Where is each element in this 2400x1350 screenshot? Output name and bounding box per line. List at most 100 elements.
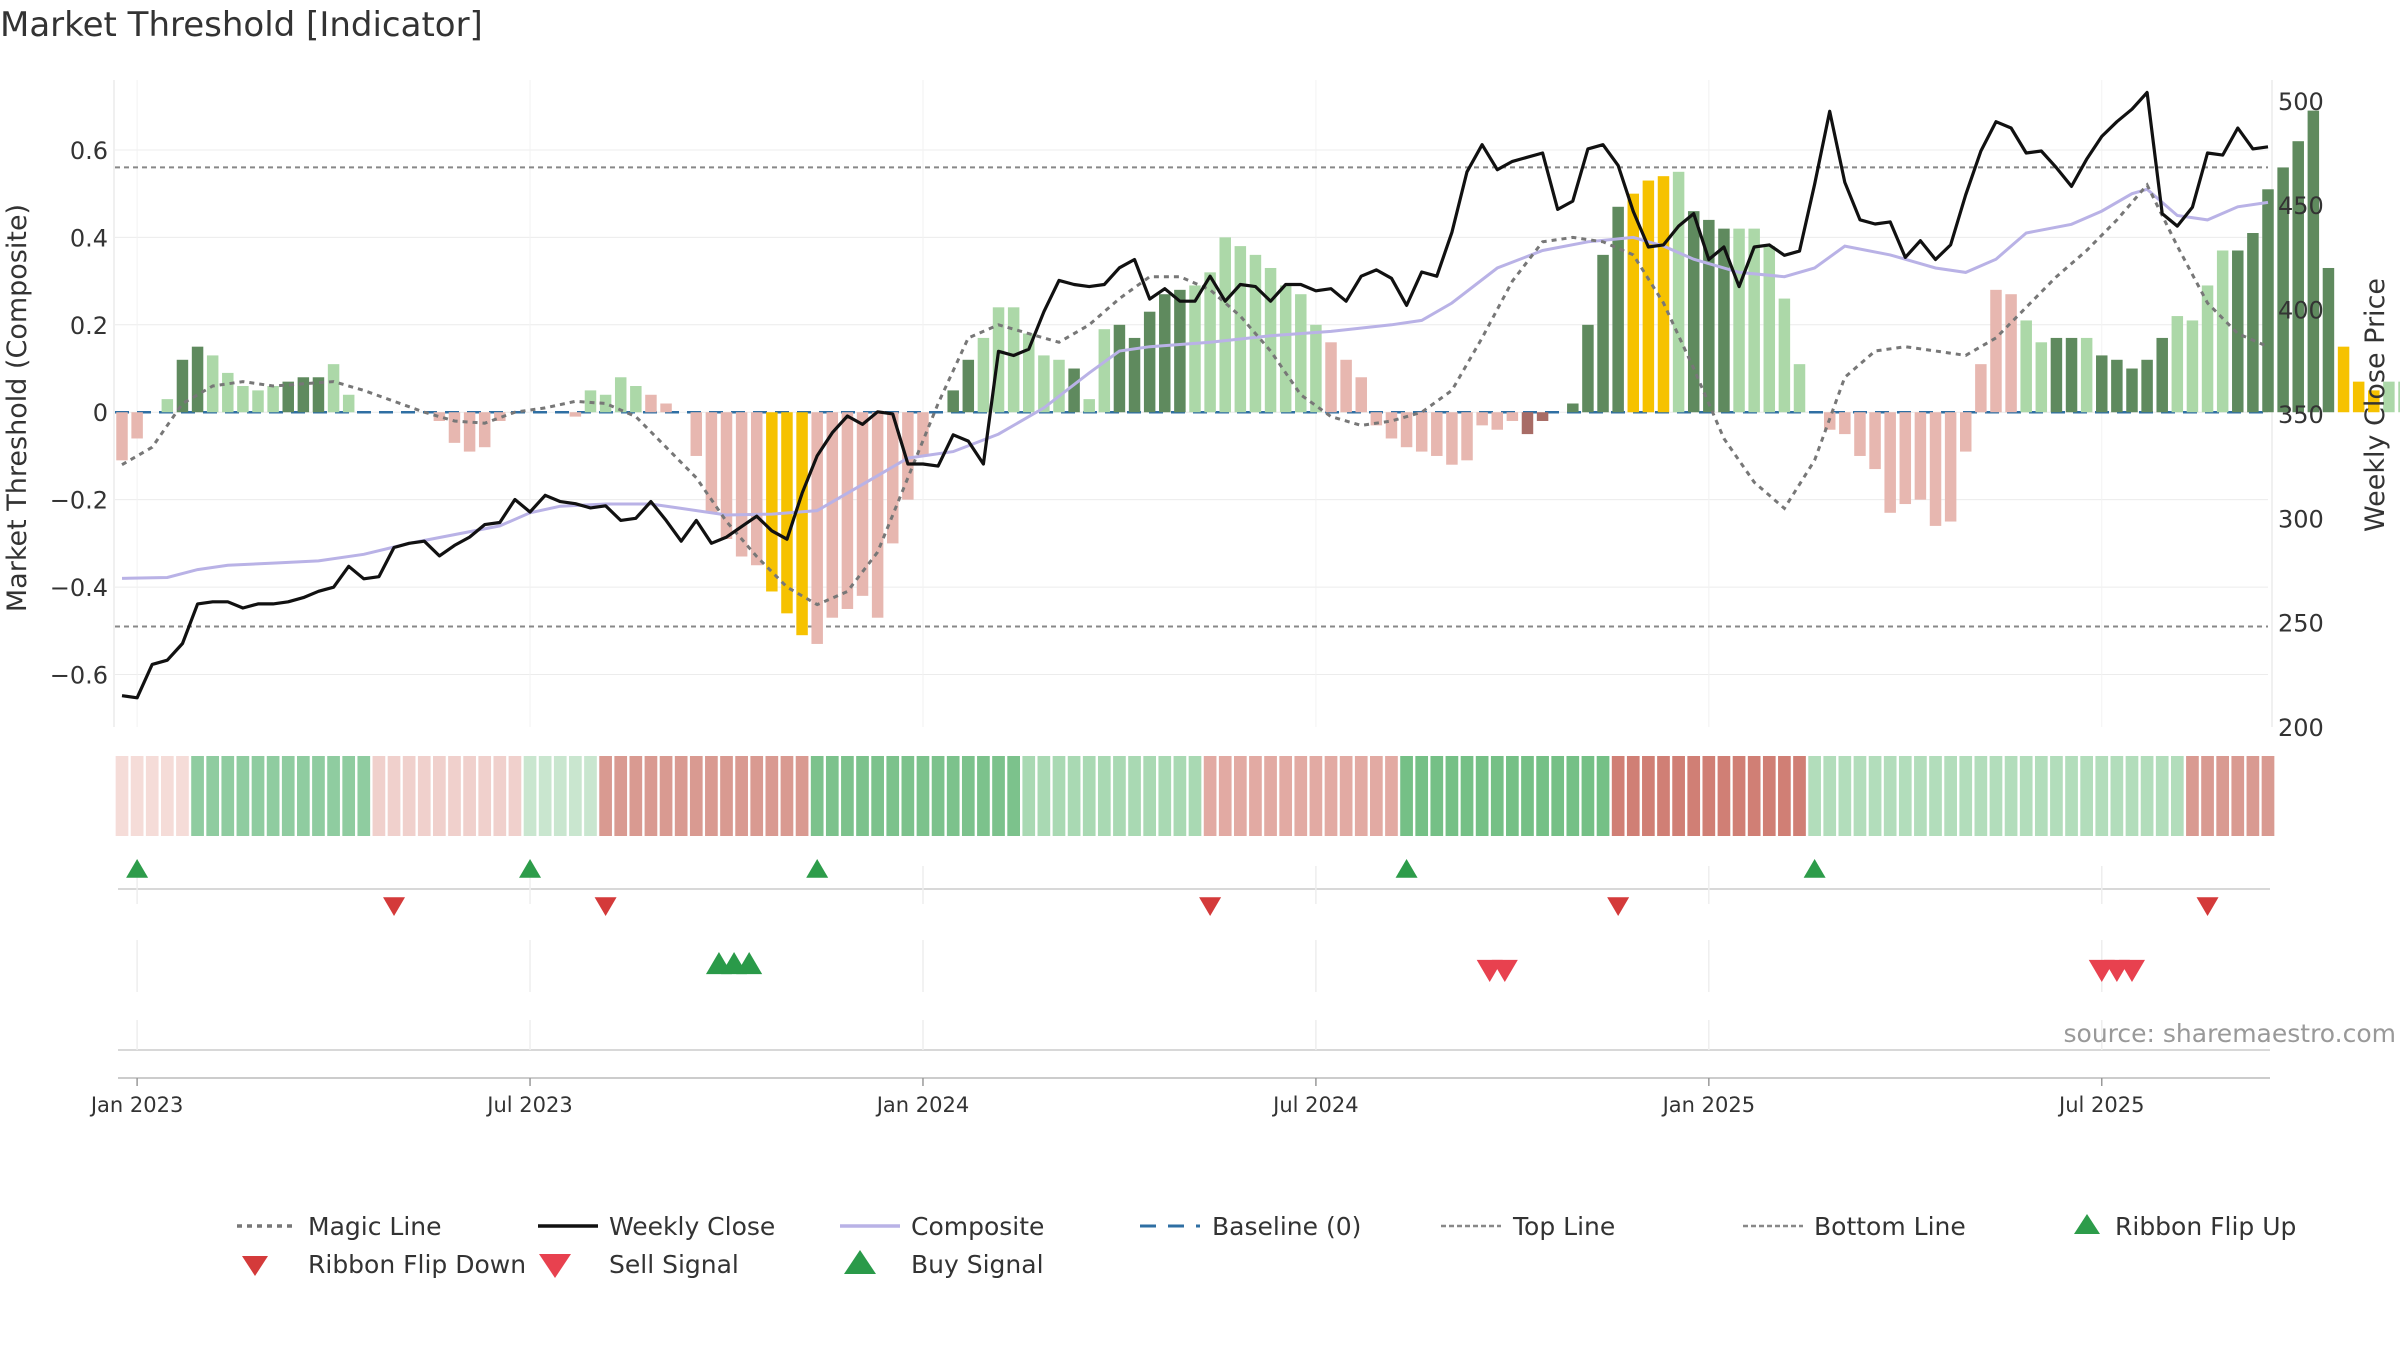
ribbon-flip-up-marker [1803,859,1826,878]
ribbon-cell [2125,756,2139,836]
threshold-bar [1521,412,1534,435]
legend-label: Ribbon Flip Down [308,1250,526,1279]
ribbon-cell [1400,756,1413,836]
threshold-bar [660,403,672,413]
ribbon-cell [417,756,431,836]
ribbon-cell [2201,756,2214,836]
ribbon-cell [1929,756,1942,836]
legend-swatch-sell-signal [539,1254,571,1278]
legend-swatch-ribbon-flip-down [242,1256,268,1276]
y-tick-right: 350 [2278,401,2324,429]
ribbon-cell [1642,756,1655,836]
threshold-bar [1143,311,1156,413]
threshold-bar [2216,250,2229,413]
ribbon-cell [629,756,643,836]
sell-signal-marker [1491,959,1518,982]
ribbon-cell [2050,756,2063,836]
ribbon-flip-up-marker [126,859,149,878]
ribbon-cell [2019,756,2033,836]
ribbon-cell [508,756,522,836]
ribbon-cell [1445,756,1459,836]
ribbon-cell [266,756,280,836]
ribbon-cell [523,756,537,836]
threshold-bar [161,399,174,413]
x-axis: Jan 2023 Jul 2023 Jan 2024 Jul 2024 Jan 2025… [89,1078,2144,1117]
legend-swatch-buy-signal [844,1250,876,1274]
ribbon-cell [1521,756,1534,836]
ribbon-cell [1898,756,1912,836]
threshold-bar [826,412,839,618]
threshold-bar [1839,412,1851,435]
ribbon-flip-down-marker [1607,897,1630,916]
threshold-bar [2201,285,2214,413]
threshold-bar [1264,267,1277,413]
chart-title: Market Threshold [Indicator] [0,5,483,45]
ribbon-cell [1460,756,1474,836]
threshold-bar [1733,228,1745,413]
ribbon-flip-up-marker [1395,859,1418,878]
ribbon-cell [2231,756,2245,836]
x-tick-label: Jul 2024 [1271,1093,1358,1117]
ribbon-cell [1475,756,1489,836]
threshold-bar [2247,233,2259,413]
ribbon-cell [387,756,401,836]
threshold-bar [1944,412,1957,522]
ribbon-cell [916,756,930,836]
threshold-bar [705,412,718,513]
ribbon-cell [1944,756,1957,836]
y-axis-right: 500 450 400 350 300 250 200 [2278,88,2324,742]
ribbon-cell [115,756,129,836]
threshold-bar [690,412,703,456]
threshold-bar [1672,171,1685,413]
threshold-bar [1355,377,1367,413]
threshold-bar [478,412,491,448]
threshold-bar [1703,219,1715,413]
threshold-bar [327,364,340,413]
ribbon-cell [1959,756,1973,836]
threshold-bar [1446,412,1458,465]
ribbon-cell [145,756,159,836]
ribbon-cell [1370,756,1383,836]
ribbon-cell [946,756,960,836]
ribbon-cell [327,756,340,836]
threshold-bar [2368,390,2380,413]
threshold-bar [2337,346,2350,413]
ribbon-cell [1868,756,1882,836]
ribbon-cell [1324,756,1338,836]
y-tick-right: 250 [2278,610,2324,638]
ribbon-cell [1158,756,1172,836]
threshold-bar [977,337,990,413]
y-tick-left: −0.6 [50,662,108,690]
ribbon-cell [1264,756,1277,836]
threshold-bar [599,394,612,413]
threshold-bar [841,412,854,609]
series-lines [121,90,2269,700]
composite-line [121,187,2269,580]
threshold-bar [1461,412,1473,461]
threshold-bar [1400,412,1413,448]
legend-label: Bottom Line [1814,1212,1966,1241]
ribbon-cell [795,756,809,836]
threshold-bar [962,359,975,413]
threshold-bar [2096,355,2108,413]
threshold-bar [1899,412,1912,505]
threshold-bar [282,381,294,413]
threshold-bar [2383,381,2395,413]
trend-ribbon [115,756,2275,836]
ribbon-flip-down-marker [2196,897,2219,916]
ribbon-cell [1687,756,1701,836]
ribbon-cell [2034,756,2048,836]
ribbon-cell [2065,756,2078,836]
threshold-bar [312,377,325,413]
ribbon-cell [841,756,854,836]
threshold-bar [1128,337,1141,413]
threshold-bar [1113,324,1126,413]
ribbon-cell [1173,756,1187,836]
threshold-bar [2156,337,2168,413]
ribbon-cell [1989,756,2003,836]
ribbon-cell [1233,756,1247,836]
ribbon-cell [1838,756,1852,836]
ribbon-cell [1566,756,1580,836]
ribbon-cell [553,756,567,836]
ribbon-cell [780,756,794,836]
